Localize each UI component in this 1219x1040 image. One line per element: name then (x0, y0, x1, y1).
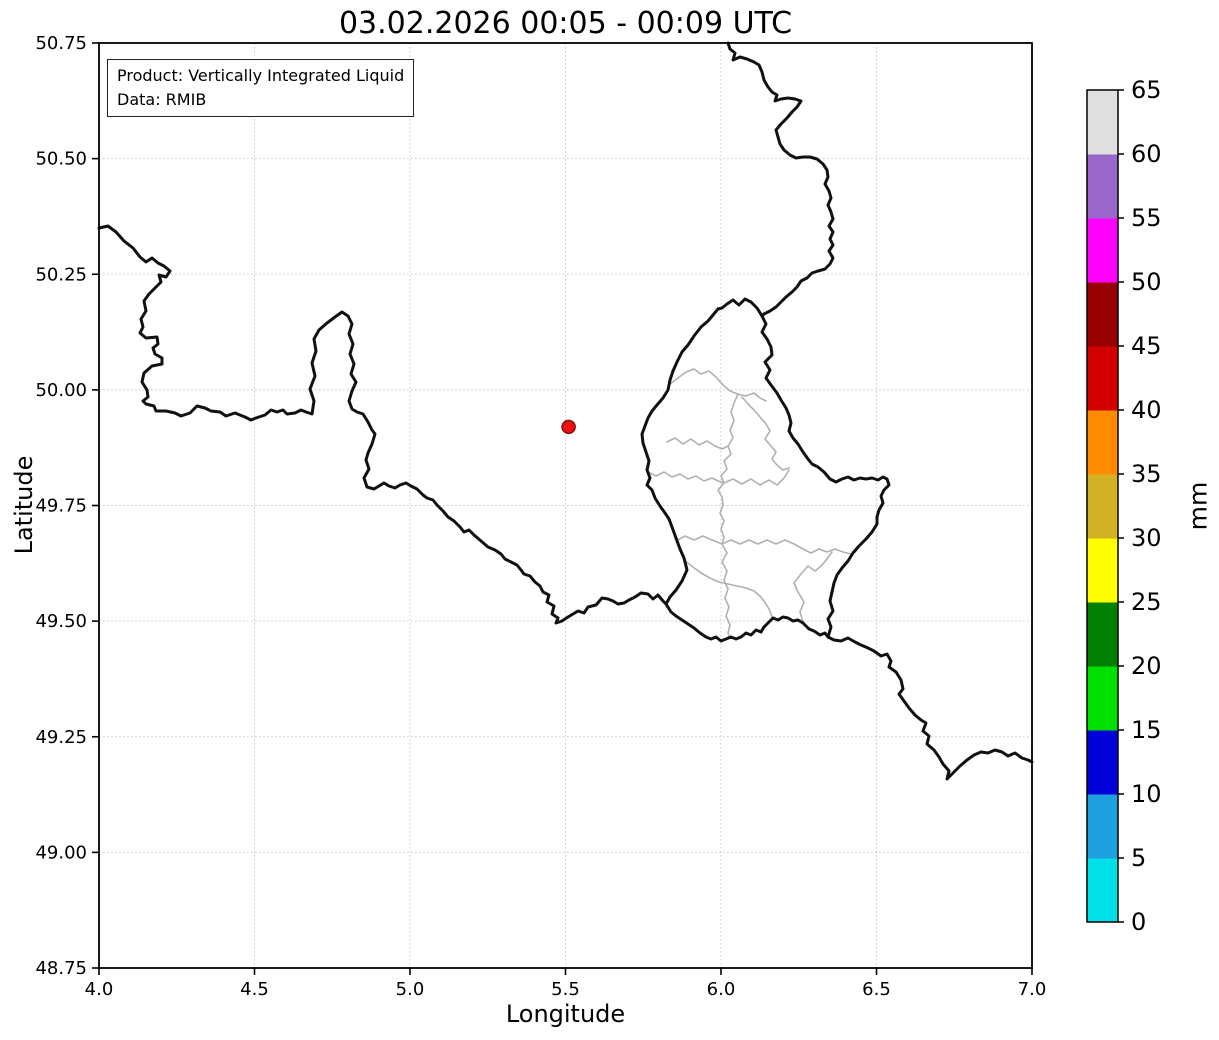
admin-border-line (723, 469, 790, 486)
y-tick-label: 50.75 (35, 33, 87, 54)
x-axis-label: Longitude (505, 1000, 626, 1028)
x-tick-label: 4.5 (240, 979, 269, 1000)
colorbar-tick-label: 40 (1131, 396, 1162, 424)
admin-border-line (717, 393, 739, 545)
colorbar-segment (1087, 90, 1118, 155)
colorbar-segment (1087, 474, 1118, 539)
admin-border-line (721, 543, 731, 639)
colorbar-tick-label: 20 (1131, 652, 1162, 680)
colorbar-tick-label: 30 (1131, 524, 1162, 552)
country-border-line (97, 224, 1034, 781)
colorbar-tick-label: 60 (1131, 140, 1162, 168)
colorbar-tick-label: 35 (1131, 460, 1162, 488)
colorbar-segment (1087, 730, 1118, 795)
product-annotation-box: Product: Vertically Integrated Liquid Da… (107, 59, 415, 117)
y-axis-label: Latitude (10, 455, 38, 555)
y-tick-label: 50.25 (35, 264, 87, 285)
colorbar-tick-label: 25 (1131, 588, 1162, 616)
colorbar-tick-label: 50 (1131, 268, 1162, 296)
plot-title: 03.02.2026 00:05 - 00:09 UTC (338, 6, 793, 41)
x-tick-label: 6.5 (862, 979, 891, 1000)
data-source-line: Data: RMIB (117, 90, 207, 109)
x-tick-label: 6.0 (707, 979, 736, 1000)
x-tick-label: 7.0 (1018, 979, 1047, 1000)
colorbar-segment (1087, 154, 1118, 219)
colorbar-segment (1087, 282, 1118, 347)
colorbar-segment (1087, 218, 1118, 283)
x-tick-label: 4.0 (85, 979, 114, 1000)
y-tick-label: 50.50 (35, 149, 87, 170)
admin-border-line (793, 551, 833, 623)
colorbar-tick-label: 10 (1131, 780, 1162, 808)
storm-cell-marker (561, 419, 576, 435)
admin-border-line (741, 396, 790, 471)
colorbar-segment (1087, 346, 1118, 411)
colorbar-tick-label: 45 (1131, 332, 1162, 360)
colorbar-unit-label: mm (1183, 481, 1213, 531)
colorbar-segment (1087, 538, 1118, 603)
colorbar-tick-label: 15 (1131, 716, 1162, 744)
admin-border-line (647, 471, 725, 484)
colorbar-tick-label: 65 (1131, 76, 1162, 104)
y-tick-label: 49.75 (35, 496, 87, 517)
colorbar-outline (1086, 89, 1119, 923)
x-tick-label: 5.0 (396, 979, 425, 1000)
colorbar-segment (1087, 794, 1118, 859)
y-tick-label: 49.50 (35, 611, 87, 632)
country-border-line (726, 41, 835, 318)
colorbar-segment (1087, 410, 1118, 475)
x-tick-label: 5.5 (551, 979, 580, 1000)
admin-border-line (666, 437, 729, 450)
country-border-line (760, 314, 891, 639)
y-tick-label: 50.00 (35, 380, 87, 401)
product-line: Product: Vertically Integrated Liquid (117, 66, 405, 85)
country-border-line (640, 307, 720, 606)
colorbar-segment (1087, 602, 1118, 667)
y-tick-label: 49.25 (35, 727, 87, 748)
colorbar-segment (1087, 858, 1118, 923)
colorbar-tick-label: 5 (1131, 844, 1146, 872)
colorbar-tick-label: 55 (1131, 204, 1162, 232)
y-tick-label: 49.00 (35, 842, 87, 863)
y-tick-label: 48.75 (35, 958, 87, 979)
country-border-line (716, 297, 764, 318)
colorbar-tick-label: 0 (1131, 908, 1146, 936)
colorbar-segment (1087, 666, 1118, 731)
admin-border-line (684, 560, 773, 618)
admin-border-line (669, 368, 767, 402)
plot-background (99, 43, 1032, 968)
admin-border-line (675, 535, 852, 555)
